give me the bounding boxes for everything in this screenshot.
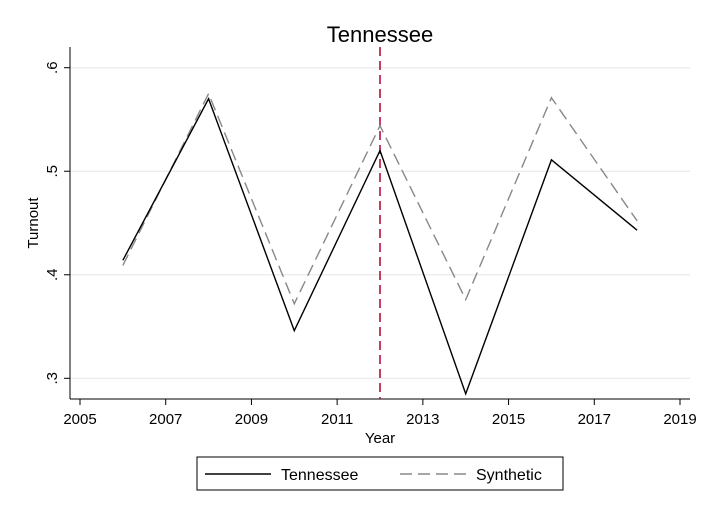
x-tick-label: 2013 — [406, 411, 439, 428]
chart-title: Tennessee — [327, 22, 433, 47]
y-tick-label: .6 — [44, 61, 61, 74]
y-tick-label: .5 — [44, 165, 61, 178]
x-tick-label: 2019 — [663, 411, 696, 428]
x-tick-label: 2009 — [235, 411, 268, 428]
series-line-synthetic — [122, 91, 638, 306]
y-axis-label: Turnout — [25, 197, 42, 249]
legend-label-synthetic: Synthetic — [476, 467, 542, 484]
series-line-tennessee — [122, 97, 638, 396]
legend-items: Tennessee Synthetic — [205, 467, 542, 484]
legend: Tennessee Synthetic — [196, 456, 564, 491]
legend-label-tennessee: Tennessee — [281, 467, 358, 484]
y-tick-label: .3 — [44, 372, 61, 385]
x-tick-label: 2007 — [149, 411, 182, 428]
x-tick-label: 2017 — [578, 411, 611, 428]
x-tick-label: 2011 — [321, 411, 353, 428]
x-tick-label: 2015 — [492, 411, 525, 428]
x-tick-label: 2005 — [63, 411, 96, 428]
y-tick-label: .4 — [44, 269, 61, 282]
series-layer — [122, 91, 638, 396]
x-axis-label: Year — [365, 430, 395, 447]
